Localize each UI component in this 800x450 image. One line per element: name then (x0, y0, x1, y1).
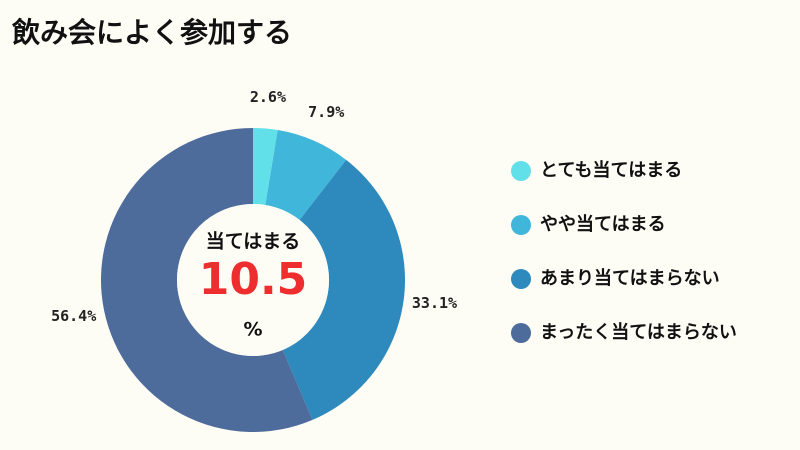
center-value: 10.5 (199, 254, 308, 305)
legend-label: やや当てはまる (540, 213, 666, 235)
data-label: 56.4% (51, 307, 96, 325)
donut-segment (282, 159, 405, 420)
legend-swatch (511, 323, 531, 343)
legend-swatch (511, 269, 531, 289)
legend-label: まったく当てはまらない (540, 321, 737, 343)
data-label: 2.6% (250, 88, 286, 106)
legend-swatch (511, 161, 531, 181)
chart-title: 飲み会によく参加する (12, 16, 292, 49)
legend-label: あまり当てはまらない (540, 267, 720, 289)
legend-label: とても当てはまる (540, 159, 682, 181)
donut-segment (101, 128, 313, 432)
data-label: 7.9% (308, 103, 344, 121)
data-label: 33.1% (412, 294, 457, 312)
center-unit: % (243, 319, 262, 341)
legend-swatch (511, 215, 531, 235)
center-label: 当てはまる (206, 230, 301, 253)
donut-segment (253, 128, 278, 206)
donut-segment (265, 130, 347, 220)
donut-hole (177, 204, 329, 356)
